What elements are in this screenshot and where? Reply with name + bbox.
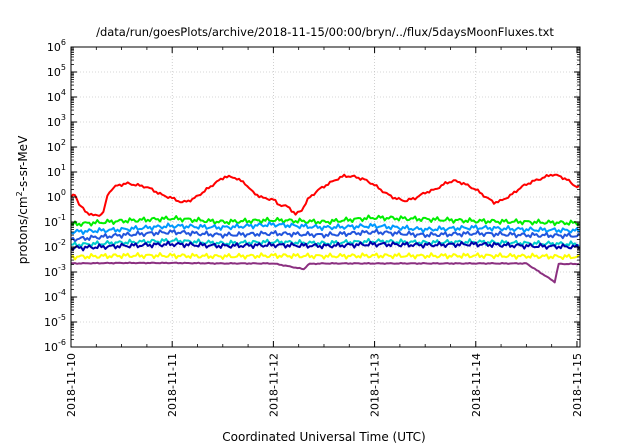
y-axis-label-base: protons/cm bbox=[16, 196, 30, 264]
y-tick-label: 10-5 bbox=[44, 313, 66, 329]
series-line-2 bbox=[70, 214, 580, 227]
y-tick-label: 103 bbox=[47, 113, 66, 129]
y-tick-label: 10-1 bbox=[44, 213, 66, 229]
y-tick-label: 10-4 bbox=[44, 288, 66, 304]
y-tick-label: 10-6 bbox=[44, 338, 66, 354]
series-line-7 bbox=[70, 252, 580, 261]
series-line-1 bbox=[70, 173, 580, 217]
x-axis-label: Coordinated Universal Time (UTC) bbox=[222, 430, 425, 444]
y-axis-label-sup: 2 bbox=[15, 191, 24, 196]
y-axis-label: protons/cm2-s-sr-MeV bbox=[15, 135, 30, 264]
chart-title: /data/run/goesPlots/archive/2018-11-15/0… bbox=[96, 25, 554, 39]
y-tick-label: 104 bbox=[47, 88, 66, 104]
series-layer bbox=[70, 173, 580, 284]
series-line-6 bbox=[70, 240, 580, 252]
y-tick-label: 101 bbox=[47, 163, 66, 179]
y-tick-label: 102 bbox=[47, 138, 66, 154]
x-tick-label: 2018-11-12 bbox=[267, 353, 280, 417]
y-tick-label: 100 bbox=[47, 188, 66, 204]
grid bbox=[71, 47, 580, 347]
series-line-3 bbox=[70, 221, 580, 235]
x-tick-label: 2018-11-14 bbox=[470, 353, 483, 417]
y-tick-label: 10-3 bbox=[44, 263, 66, 279]
x-tick-label: 2018-11-11 bbox=[166, 353, 179, 417]
x-tick-label: 2018-11-10 bbox=[65, 353, 78, 417]
series-line-4 bbox=[70, 228, 580, 243]
x-tick-labels: 2018-11-10 2018-11-11 2018-11-12 2018-11-13… bbox=[65, 353, 584, 417]
y-axis-label-rest: -s-sr-MeV bbox=[16, 135, 30, 191]
y-tick-label: 105 bbox=[47, 63, 66, 79]
y-tick-label: 10-2 bbox=[44, 238, 66, 254]
y-tick-labels: 106 105 104 103 102 101 100 10-1 10-2 10-3 10-4 10-… bbox=[44, 38, 66, 354]
series-line-8 bbox=[71, 261, 580, 284]
x-tick-label: 2018-11-13 bbox=[369, 353, 382, 417]
tick-marks bbox=[70, 46, 580, 348]
y-tick-label: 106 bbox=[47, 38, 66, 54]
x-tick-label: 2018-11-15 bbox=[571, 353, 584, 417]
